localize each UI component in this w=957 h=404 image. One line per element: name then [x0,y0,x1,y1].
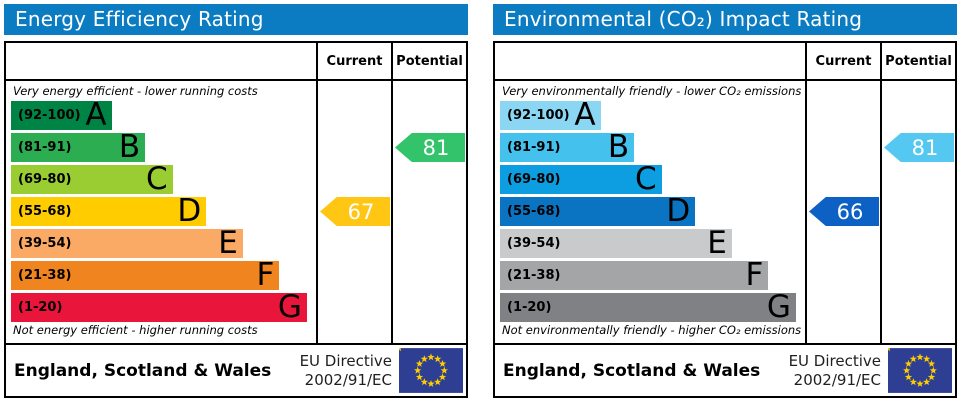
band-letter: F [256,257,275,293]
potential-rating-column: 81 [880,81,955,343]
potential-rating-value: 81 [911,135,939,160]
current-column-header: Current [805,43,880,79]
band-range-label: (69-80) [18,172,72,187]
band-letter: B [607,129,630,165]
potential-rating-arrow: 81 [884,133,954,162]
bottom-caption: Not environmentally friendly - higher CO… [502,323,802,337]
eu-directive-label: EU Directive 2002/91/EC [300,352,399,390]
potential-rating-arrow: 81 [395,133,465,162]
band-e: (39-54) E [11,225,243,261]
table-header-row: Current Potential [495,43,955,81]
bottom-caption: Not energy efficient - higher running co… [13,323,258,337]
band-letter: C [145,161,168,197]
energy-panel-title: Energy Efficiency Rating [4,4,468,35]
energy-ratings-table: Current Potential Very energy efficient … [4,41,468,398]
current-rating-value: 67 [347,199,375,224]
current-column-header: Current [316,43,391,79]
potential-column-header: Potential [880,43,955,79]
bands-cell: Very energy efficient - lower running co… [6,81,316,343]
band-letter: B [118,129,141,165]
table-footer: England, Scotland & Wales EU Directive 2… [495,343,955,396]
current-rating-arrow: 67 [320,197,390,226]
band-c: (69-80) C [500,161,662,197]
bands-cell: Very environmentally friendly - lower CO… [495,81,805,343]
eu-directive-line2: 2002/91/EC [793,370,881,389]
band-range-label: (81-91) [507,140,561,155]
band-range-label: (92-100) [507,108,570,123]
bands-area: Very environmentally friendly - lower CO… [495,81,955,343]
band-f: (21-38) F [11,257,280,293]
eu-flag-icon [888,348,952,393]
band-range-label: (21-38) [18,268,72,283]
region-label: England, Scotland & Wales [503,360,761,381]
table-footer: England, Scotland & Wales EU Directive 2… [6,343,466,396]
band-letter: A [574,97,596,133]
band-letter: D [177,193,202,229]
band-range-label: (39-54) [507,236,561,251]
band-range-label: (55-68) [18,204,72,219]
band-c: (69-80) C [11,161,173,197]
header-spacer-cell [495,43,805,79]
eu-directive-line1: EU Directive [299,351,392,370]
band-letter: F [745,257,764,293]
energy-efficiency-panel: Energy Efficiency Rating Current Potenti… [4,4,468,398]
band-letter: E [218,225,238,261]
current-rating-value: 66 [836,199,864,224]
band-range-label: (1-20) [18,300,63,315]
table-header-row: Current Potential [6,43,466,81]
bands-area: Very energy efficient - lower running co… [6,81,466,343]
co2-impact-panel: Environmental (CO₂) Impact Rating Curren… [493,4,957,398]
potential-rating-column: 81 [391,81,466,343]
band-letter: E [707,225,727,261]
band-letter: G [277,289,302,325]
band-d: (55-68) D [500,193,696,229]
band-g: (1-20) G [500,289,796,325]
current-rating-column: 66 [805,81,880,343]
header-spacer-cell [6,43,316,79]
band-d: (55-68) D [11,193,207,229]
band-b: (81-91) B [500,129,635,165]
band-range-label: (39-54) [18,236,72,251]
top-caption: Very environmentally friendly - lower CO… [502,84,802,98]
current-rating-column: 67 [316,81,391,343]
band-range-label: (81-91) [18,140,72,155]
band-range-label: (1-20) [507,300,552,315]
eu-directive-line1: EU Directive [788,351,881,370]
potential-rating-value: 81 [422,135,450,160]
band-b: (81-91) B [11,129,146,165]
co2-ratings-table: Current Potential Very environmentally f… [493,41,957,398]
band-a: (92-100) A [11,97,112,133]
band-g: (1-20) G [11,289,307,325]
band-letter: D [666,193,691,229]
potential-column-header: Potential [391,43,466,79]
band-f: (21-38) F [500,257,769,293]
top-caption: Very energy efficient - lower running co… [13,84,258,98]
region-label: England, Scotland & Wales [14,360,272,381]
band-a: (92-100) A [500,97,601,133]
rating-bands: (92-100) A (81-91) B (69-80) C (55-68) [500,97,805,325]
eu-directive-label: EU Directive 2002/91/EC [789,352,888,390]
band-range-label: (92-100) [18,108,81,123]
eu-directive-line2: 2002/91/EC [304,370,392,389]
eu-flag-icon [399,348,463,393]
band-range-label: (21-38) [507,268,561,283]
current-rating-arrow: 66 [809,197,879,226]
band-letter: G [766,289,791,325]
co2-panel-title: Environmental (CO₂) Impact Rating [493,4,957,35]
band-letter: C [634,161,657,197]
band-range-label: (69-80) [507,172,561,187]
band-e: (39-54) E [500,225,732,261]
rating-bands: (92-100) A (81-91) B (69-80) C (55-68) [11,97,316,325]
band-letter: A [85,97,107,133]
band-range-label: (55-68) [507,204,561,219]
